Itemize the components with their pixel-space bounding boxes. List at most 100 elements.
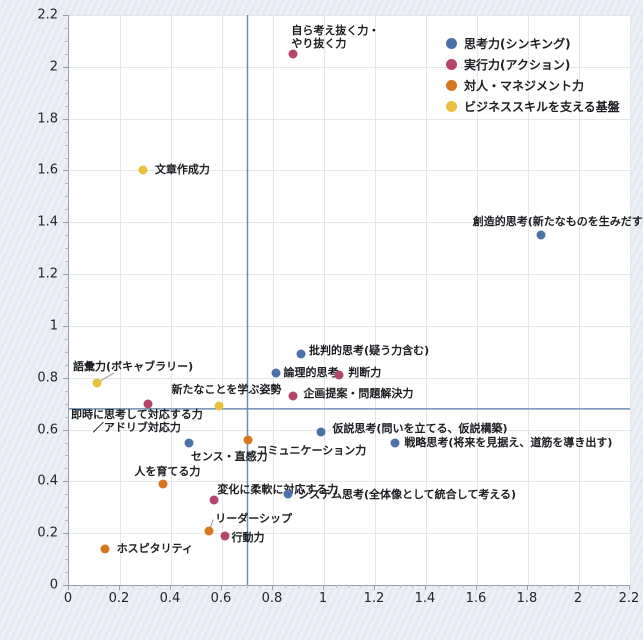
- legend-label: 対人・マネジメント力: [464, 79, 585, 93]
- data-point: [204, 526, 214, 536]
- y-minor-tick: [65, 364, 68, 366]
- gridline-v: [528, 15, 529, 585]
- data-point-label: センス・直感力: [190, 449, 268, 463]
- y-tick: [63, 533, 68, 535]
- y-tick: [63, 274, 68, 276]
- gridline-v: [375, 15, 376, 585]
- x-tick-label: 0.2: [108, 591, 130, 606]
- y-minor-tick: [65, 248, 68, 250]
- x-tick-label: 1.8: [516, 591, 538, 606]
- x-tick: [68, 585, 69, 590]
- data-point: [316, 427, 326, 437]
- data-point-label: 変化に柔軟に対応する力: [217, 482, 339, 496]
- y-minor-tick: [65, 468, 68, 470]
- x-minor-tick: [284, 585, 286, 588]
- x-minor-tick: [463, 585, 465, 588]
- gridline-v: [426, 15, 427, 585]
- x-minor-tick: [603, 585, 605, 588]
- x-minor-tick: [144, 585, 146, 588]
- data-point: [536, 230, 546, 240]
- x-minor-tick: [80, 585, 82, 588]
- y-minor-tick: [65, 416, 68, 418]
- x-tick-label: 1.4: [414, 591, 436, 606]
- x-minor-tick: [259, 585, 261, 588]
- x-minor-tick: [335, 585, 337, 588]
- x-minor-tick: [361, 585, 363, 588]
- data-point-label: 人を育てる力: [134, 464, 201, 478]
- y-tick: [63, 429, 68, 431]
- y-tick-label: 0.4: [37, 473, 58, 489]
- data-point-label: コミュニケーション力: [256, 443, 367, 457]
- gridline-v: [477, 15, 478, 585]
- data-point-label: 文章作成力: [154, 163, 210, 177]
- y-tick: [63, 15, 68, 16]
- gridline-h: [69, 481, 630, 483]
- y-tick-label: 1.2: [37, 266, 58, 282]
- legend-dot-icon: [446, 59, 457, 70]
- legend-label: ビジネススキルを支える基盤: [464, 100, 620, 114]
- x-tick-label: 1.6: [465, 591, 487, 606]
- gridline-h: [69, 377, 630, 379]
- data-point: [143, 399, 153, 409]
- legend: 思考力(シンキング) 実行力(アクション) 対人・マネジメント力ビジネススキルを支え…: [446, 33, 620, 117]
- data-point: [158, 479, 168, 489]
- legend-dot-icon: [446, 101, 457, 112]
- data-point-label: 論理的思考: [283, 365, 339, 379]
- y-minor-tick: [65, 559, 68, 561]
- y-tick-label: 2.2: [37, 7, 58, 23]
- data-point-label: 批判的思考(疑う力含む): [309, 344, 430, 358]
- y-minor-tick: [65, 40, 68, 42]
- x-tick: [170, 585, 171, 590]
- data-point-label: 仮説思考(問いを立てる、仮説構築): [332, 422, 508, 436]
- x-minor-tick: [182, 585, 184, 588]
- legend-label: 思考力(シンキング): [464, 37, 571, 51]
- data-point-label: 戦略思考(将来を見据え、道筋を導き出す): [404, 435, 613, 449]
- gridline-v: [324, 15, 325, 585]
- data-point: [288, 49, 298, 59]
- y-tick-label: 1.4: [37, 214, 58, 230]
- y-minor-tick: [65, 403, 68, 405]
- gridline-v: [171, 15, 172, 585]
- x-minor-tick: [131, 585, 133, 588]
- gridline-h: [69, 118, 630, 120]
- x-minor-tick: [195, 585, 197, 588]
- y-minor-tick: [65, 105, 68, 107]
- x-tick: [527, 585, 528, 590]
- y-minor-tick: [65, 53, 68, 55]
- y-minor-tick: [65, 79, 68, 81]
- x-minor-tick: [539, 585, 541, 588]
- gridline-v: [273, 15, 274, 585]
- y-minor-tick: [65, 235, 68, 237]
- y-minor-tick: [65, 312, 68, 314]
- y-tick: [63, 222, 68, 224]
- x-tick: [476, 585, 477, 590]
- data-point: [390, 438, 400, 447]
- data-point: [243, 435, 252, 445]
- y-minor-tick: [65, 546, 68, 548]
- data-point: [184, 438, 194, 447]
- data-point-label: 自ら考え抜く力・ やり抜く力: [291, 23, 380, 50]
- y-minor-tick: [65, 183, 68, 185]
- data-point-label: 創造的思考(新たなものを生みだす): [472, 215, 643, 229]
- legend-dot-icon: [446, 80, 457, 91]
- data-point: [296, 349, 306, 359]
- x-minor-tick: [297, 585, 299, 588]
- y-minor-tick: [65, 390, 68, 392]
- x-minor-tick: [399, 585, 401, 588]
- x-tick: [425, 585, 426, 590]
- legend-label: 実行力(アクション): [464, 58, 571, 72]
- data-point-label: 行動力: [231, 530, 265, 544]
- legend-item: ビジネススキルを支える基盤: [446, 96, 620, 117]
- y-tick-label: 2: [49, 59, 58, 75]
- y-tick: [63, 585, 68, 586]
- data-point: [220, 531, 230, 541]
- x-minor-tick: [208, 585, 210, 588]
- data-point-label: 語彙力(ボキャブラリー): [73, 359, 194, 373]
- x-tick: [578, 585, 579, 590]
- x-minor-tick: [488, 585, 490, 588]
- x-minor-tick: [233, 585, 235, 588]
- x-tick-label: 0.6: [210, 591, 232, 606]
- data-point-label: ホスピタリティ: [116, 541, 194, 555]
- y-tick-label: 1.6: [37, 162, 58, 178]
- plot-area: 自ら考え抜く力・ やり抜く力文章作成力創造的思考(新たなものを生みだす) 批判的思…: [68, 15, 643, 586]
